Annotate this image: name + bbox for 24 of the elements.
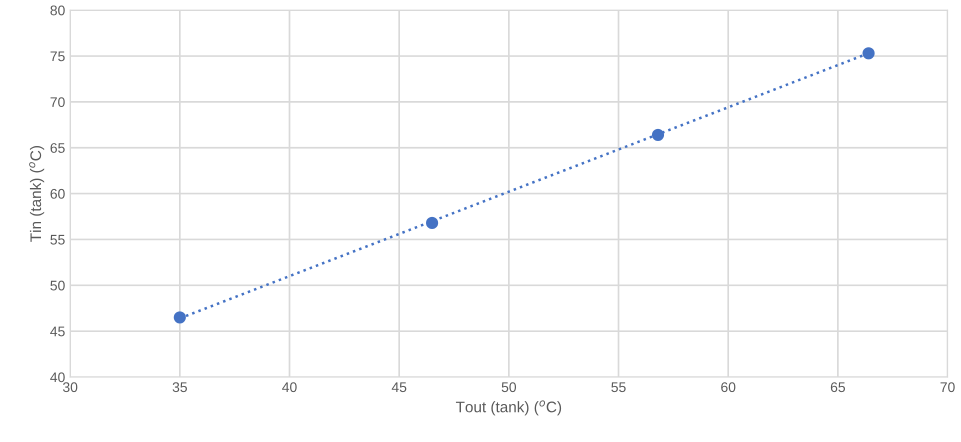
y-tick-label: 70 [50, 97, 65, 108]
y-tick-label: 55 [50, 234, 65, 245]
x-tick-label: 45 [392, 382, 406, 392]
point [174, 311, 186, 324]
y-tick-label: 80 [50, 6, 65, 16]
y-axis-title: Tin (tank) ($^{o}$C) [29, 146, 44, 242]
x-tick-label: 55 [611, 382, 626, 392]
x-tick-label: 60 [721, 382, 736, 392]
point [862, 47, 875, 60]
y-tick-label: 75 [50, 52, 65, 62]
x-tick-label: 30 [62, 382, 78, 392]
y-tick-label: 60 [50, 188, 65, 199]
x-tick-label: 50 [502, 382, 516, 392]
y-tick-label: 40 [50, 372, 65, 382]
point [652, 128, 664, 141]
y-tick-label: 45 [50, 326, 65, 336]
point [426, 216, 438, 230]
x-tick-label: 40 [282, 382, 297, 392]
x-tick-label: 65 [830, 382, 846, 392]
y-tick-label: 65 [50, 143, 65, 153]
x-axis-title: Tout (tank) ($^{o}$C) [456, 400, 562, 416]
x-tick-label: 35 [172, 382, 187, 392]
x-tick-label: 70 [940, 382, 955, 392]
y-tick-label: 50 [50, 280, 65, 290]
